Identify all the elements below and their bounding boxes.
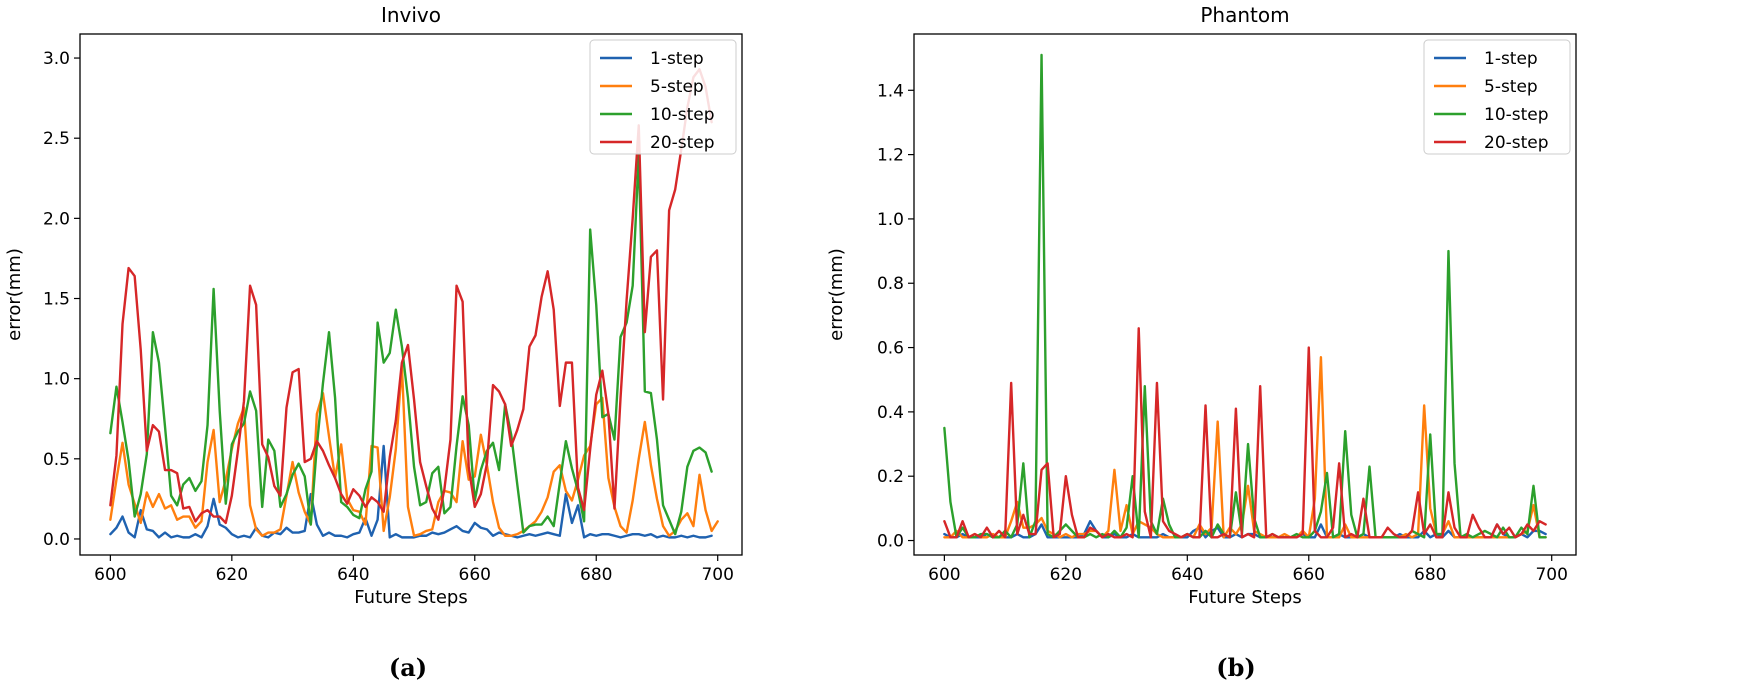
x-tick-label: 680: [1414, 565, 1446, 585]
y-tick-label: 1.0: [877, 210, 904, 230]
series-line-10-step: [109, 153, 713, 536]
y-tick-label: 0.6: [877, 339, 904, 359]
x-axis-label: Future Steps: [1188, 587, 1301, 608]
plot-frame: [913, 33, 1577, 556]
series-line-20-step: [943, 327, 1547, 539]
y-tick-label: 1.5: [43, 290, 70, 310]
y-tick-label: 0.5: [43, 450, 70, 470]
y-tick-label: 0.0: [43, 530, 70, 550]
x-tick-label: 600: [94, 565, 126, 585]
series-group: [109, 68, 719, 539]
x-tick-label: 700: [701, 565, 733, 585]
x-tick-label: 640: [1171, 565, 1203, 585]
legend-label-1-step: 1-step: [1484, 49, 1538, 69]
chart-panel-invivo: Invivo 600 620 640 660 680 700 0.0 0.5 1.0 1.5 2.0 2…: [4, 3, 743, 682]
legend-label-10-step: 10-step: [1484, 105, 1549, 125]
y-tick-label: 3.0: [43, 49, 70, 69]
x-tick-label: 640: [337, 565, 369, 585]
y-tick-label: 0.4: [877, 403, 904, 423]
chart-title: Invivo: [381, 3, 441, 27]
plot-frame: [79, 33, 743, 556]
legend-box: [589, 39, 737, 155]
chart-panel-phantom: Phantom 600 620 640 660 680 700 0.0 0.2 0.4 0.6 0.8…: [826, 3, 1577, 682]
legend-label-20-step: 20-step: [650, 133, 715, 153]
y-tick-label: 2.0: [43, 209, 70, 229]
x-tick-label: 700: [1535, 565, 1567, 585]
series-line-10-step: [943, 53, 1547, 539]
y-axis-label: error(mm): [826, 248, 847, 341]
x-tick-label: 660: [459, 565, 491, 585]
legend-label-20-step: 20-step: [1484, 133, 1549, 153]
y-tick-label: 0.8: [877, 274, 904, 294]
x-tick-label: 600: [928, 565, 960, 585]
panel-label: (b): [1216, 653, 1256, 682]
x-tick-label: 620: [216, 565, 248, 585]
x-tick-label: 680: [580, 565, 612, 585]
series-line-20-step: [109, 68, 713, 525]
y-tick-label: 1.0: [43, 370, 70, 390]
legend-label-10-step: 10-step: [650, 105, 715, 125]
y-tick-label: 2.5: [43, 129, 70, 149]
legend-label-1-step: 1-step: [650, 49, 704, 69]
x-tick-label: 660: [1293, 565, 1325, 585]
x-axis-label: Future Steps: [354, 587, 467, 608]
y-tick-label: 0.0: [877, 532, 904, 552]
x-tick-label: 620: [1050, 565, 1082, 585]
y-tick-label: 1.4: [877, 81, 904, 101]
y-tick-label: 1.2: [877, 146, 904, 166]
panel-label: (a): [389, 653, 427, 682]
legend-box: [1423, 39, 1571, 155]
legend-label-5-step: 5-step: [1484, 77, 1538, 97]
legend-label-5-step: 5-step: [650, 77, 704, 97]
legend: 1-step 5-step 10-step 20-step: [589, 39, 737, 155]
series-line-5-step: [109, 364, 719, 537]
y-tick-label: 0.2: [877, 467, 904, 487]
chart-title: Phantom: [1200, 3, 1289, 27]
y-axis-label: error(mm): [4, 248, 25, 341]
legend: 1-step 5-step 10-step 20-step: [1423, 39, 1571, 155]
series-group: [943, 53, 1547, 539]
